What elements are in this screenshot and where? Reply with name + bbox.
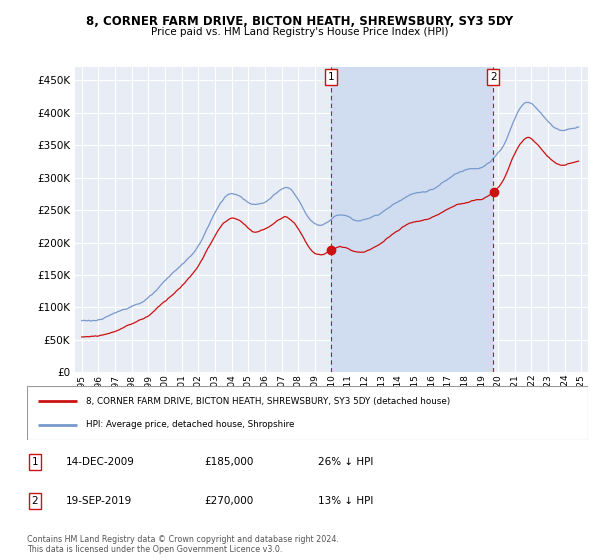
Bar [331, 67, 493, 372]
Text: 1: 1 [31, 457, 38, 467]
FancyBboxPatch shape [27, 386, 588, 440]
Text: 2: 2 [31, 496, 38, 506]
Text: Price paid vs. HM Land Registry's House Price Index (HPI): Price paid vs. HM Land Registry's House … [151, 27, 449, 38]
Text: £270,000: £270,000 [204, 496, 253, 506]
Text: 19-SEP-2019: 19-SEP-2019 [66, 496, 132, 506]
Text: £185,000: £185,000 [204, 457, 253, 467]
Text: 1: 1 [328, 72, 334, 82]
Text: 14-DEC-2009: 14-DEC-2009 [66, 457, 135, 467]
Text: HPI: Average price, detached house, Shropshire: HPI: Average price, detached house, Shro… [86, 420, 294, 429]
Text: 8, CORNER FARM DRIVE, BICTON HEATH, SHREWSBURY, SY3 5DY (detached house): 8, CORNER FARM DRIVE, BICTON HEATH, SHRE… [86, 397, 450, 406]
Text: Contains HM Land Registry data © Crown copyright and database right 2024.
This d: Contains HM Land Registry data © Crown c… [27, 535, 339, 554]
Text: 2: 2 [490, 72, 497, 82]
Text: 26% ↓ HPI: 26% ↓ HPI [318, 457, 373, 467]
Text: 13% ↓ HPI: 13% ↓ HPI [318, 496, 373, 506]
Text: 8, CORNER FARM DRIVE, BICTON HEATH, SHREWSBURY, SY3 5DY: 8, CORNER FARM DRIVE, BICTON HEATH, SHRE… [86, 15, 514, 28]
